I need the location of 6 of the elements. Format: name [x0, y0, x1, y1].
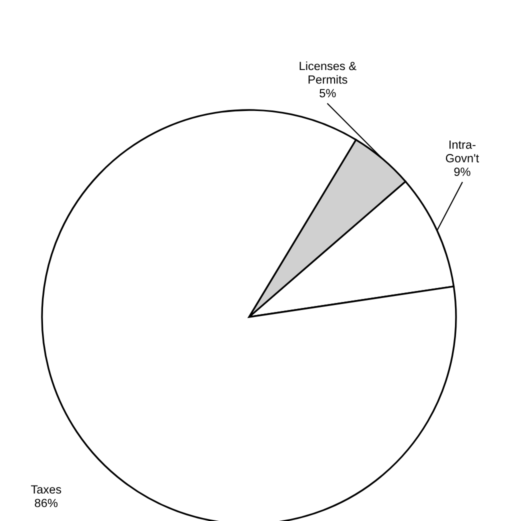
data-label: 9% [454, 168, 470, 176]
data-label: 5% [320, 89, 336, 98]
slice-label: Intra- Govn't [446, 140, 479, 162]
slice-label: Taxes [30, 485, 62, 494]
slice-label: Licenses & Permits [300, 62, 356, 84]
data-label: 86% [34, 498, 58, 508]
